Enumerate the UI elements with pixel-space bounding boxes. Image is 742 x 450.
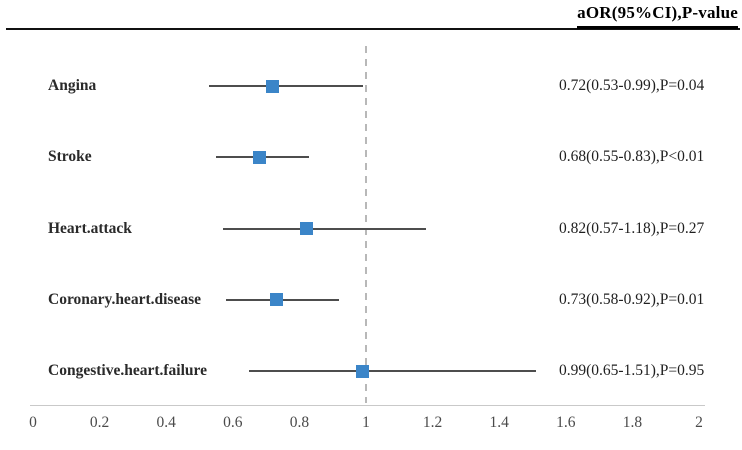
x-tick-label: 1.2 [422,414,443,431]
ci-line [249,370,536,372]
ci-line [209,85,363,87]
effect-value: 0.72(0.53-0.99),P=0.04 [559,77,705,94]
x-tick-label: 1 [362,414,370,431]
effect-value: 0.68(0.55-0.83),P<0.01 [559,148,705,166]
ci-line [222,227,426,230]
x-tick-label: 0.8 [289,414,310,431]
x-axis-line [30,405,705,406]
x-tick-label: 1.8 [622,414,643,431]
point-estimate-marker [252,150,266,164]
x-tick-label: 2 [695,414,703,431]
x-tick-label: 0.6 [223,414,243,431]
x-tick-label: 0.4 [156,414,176,431]
column-header: aOR(95%CI),P-value [577,3,738,29]
x-tick-label: 1.4 [489,414,509,431]
point-estimate-marker [269,293,283,307]
x-tick-label: 0.2 [89,414,110,431]
row-label: Congestive.heart.failure [48,362,207,379]
row-label: Heart.attack [48,219,132,237]
row-label: Stroke [48,148,92,166]
effect-value: 0.73(0.58-0.92),P=0.01 [559,290,705,308]
header-rule [6,28,740,30]
effect-value: 0.82(0.57-1.18),P=0.27 [559,219,705,237]
row-label: Angina [48,77,97,94]
row-label: Coronary.heart.disease [48,290,201,308]
point-estimate-marker [356,364,370,378]
x-tick-label: 0 [29,414,37,431]
reference-line [365,46,367,403]
ci-line [226,298,340,301]
point-estimate-marker [266,79,280,93]
point-estimate-marker [299,222,313,235]
x-tick-label: 1.6 [556,414,576,431]
effect-value: 0.99(0.65-1.51),P=0.95 [559,362,705,379]
